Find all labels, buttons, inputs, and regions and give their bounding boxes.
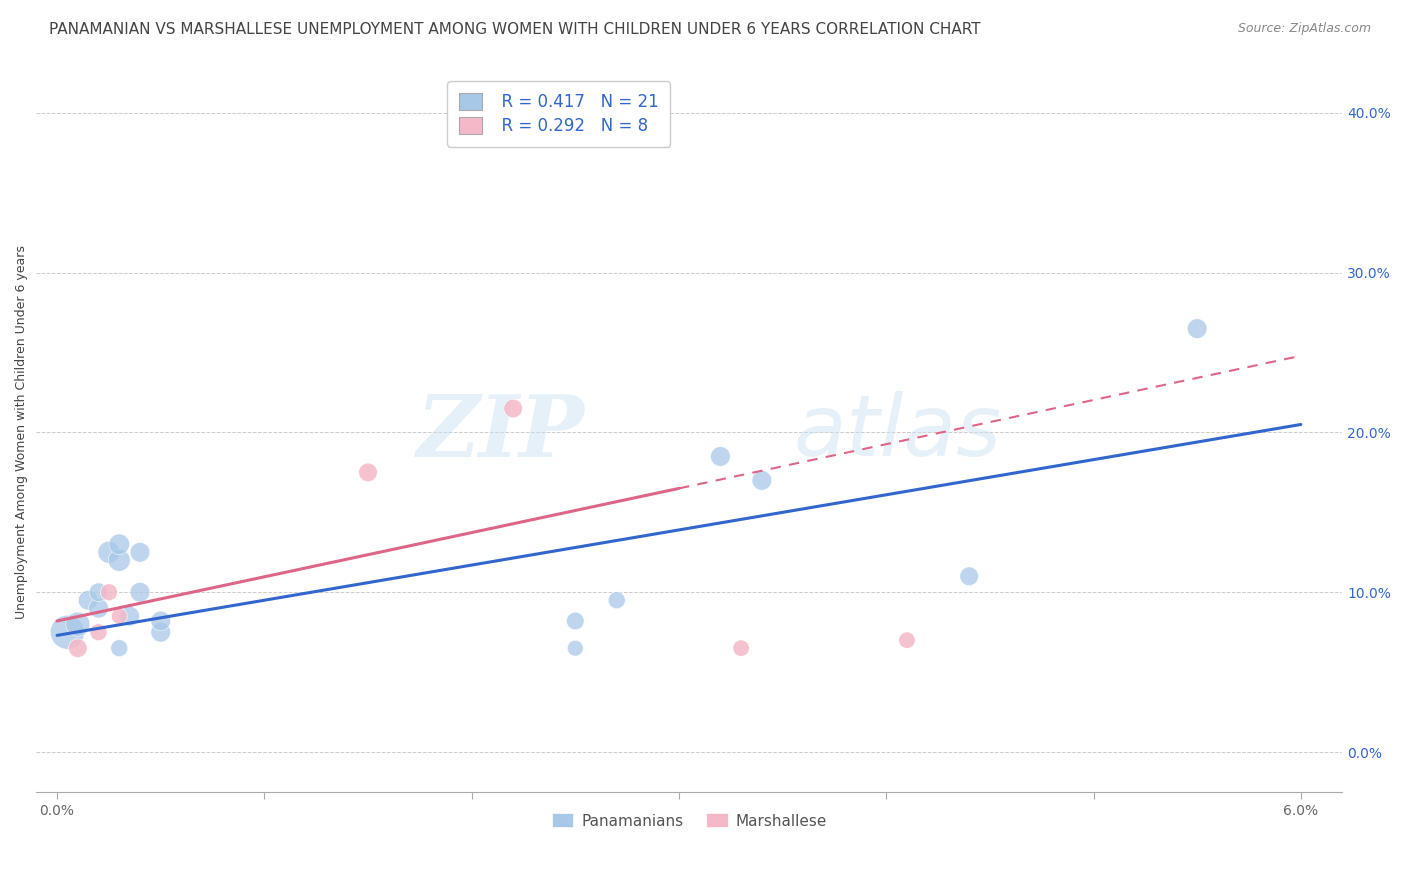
Point — [77, 593, 100, 607]
Point — [149, 625, 172, 640]
Point — [564, 614, 586, 628]
Point — [957, 569, 980, 583]
Legend: Panamanians, Marshallese: Panamanians, Marshallese — [546, 807, 832, 835]
Point — [87, 585, 110, 599]
Text: atlas: atlas — [794, 391, 1001, 474]
Point — [108, 553, 131, 567]
Point — [564, 641, 586, 656]
Point — [730, 641, 752, 656]
Text: ZIP: ZIP — [418, 391, 585, 475]
Point — [118, 609, 141, 624]
Point — [129, 545, 152, 559]
Point — [108, 641, 131, 656]
Point — [129, 585, 152, 599]
Point — [1185, 321, 1208, 335]
Point — [87, 625, 110, 640]
Point — [108, 609, 131, 624]
Point — [149, 614, 172, 628]
Point — [97, 545, 120, 559]
Point — [606, 593, 628, 607]
Text: PANAMANIAN VS MARSHALLESE UNEMPLOYMENT AMONG WOMEN WITH CHILDREN UNDER 6 YEARS C: PANAMANIAN VS MARSHALLESE UNEMPLOYMENT A… — [49, 22, 981, 37]
Point — [87, 601, 110, 615]
Point — [56, 625, 79, 640]
Point — [709, 450, 731, 464]
Point — [108, 537, 131, 551]
Point — [502, 401, 524, 416]
Text: Source: ZipAtlas.com: Source: ZipAtlas.com — [1237, 22, 1371, 36]
Point — [357, 466, 380, 480]
Point — [751, 474, 773, 488]
Point — [66, 617, 89, 632]
Point — [97, 585, 120, 599]
Point — [896, 633, 918, 648]
Point — [66, 641, 89, 656]
Y-axis label: Unemployment Among Women with Children Under 6 years: Unemployment Among Women with Children U… — [15, 245, 28, 619]
